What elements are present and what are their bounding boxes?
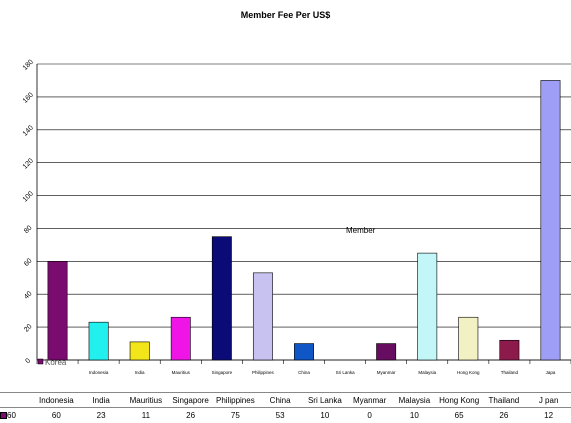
y-tick-label: 140 <box>22 124 35 137</box>
y-tick-label: 0 <box>24 357 32 365</box>
table-legend-swatch <box>0 411 7 419</box>
y-tick-label: 40 <box>23 290 34 301</box>
table-header-cell: India <box>78 392 124 408</box>
x-tick-label: Thailand <box>501 370 519 375</box>
table-value-cell: 26 <box>168 407 213 422</box>
table-header-cell: Thailand <box>481 392 527 408</box>
bar-hong-kong <box>458 316 479 361</box>
table-header-cell: Singapore <box>168 392 213 408</box>
bar-thailand <box>499 339 520 361</box>
table-value-cell: 0 <box>347 407 392 422</box>
bar-myanmar <box>376 343 397 361</box>
table-header-cell: Malaysia <box>392 392 437 408</box>
table-header-row: Indonesia India Mauritius Singapore Philippi… <box>0 392 571 408</box>
table-corner-cell <box>0 392 34 408</box>
x-tick-label: Indonesia <box>89 370 109 375</box>
chart-title: Member Fee Per US$ <box>240 10 331 20</box>
y-tick-label: 120 <box>22 157 35 170</box>
legend-label: Korea <box>45 358 67 367</box>
x-tick-label: Sri Lanka <box>336 370 356 375</box>
table-header-cell: J pan <box>526 392 571 408</box>
table-value-cell: 11 <box>123 407 169 422</box>
bar-malaysia <box>417 252 438 361</box>
x-tick-label: India <box>135 370 145 375</box>
y-tick-label: 80 <box>23 224 34 235</box>
y-tick-labels: 0 20 40 60 80 100 120 140 160 180 <box>22 59 35 366</box>
table-value-cell: 26 <box>481 407 527 422</box>
table-value-row: 60 60 23 11 26 75 53 10 0 10 65 26 12 <box>0 407 571 422</box>
table-header-cell: Hong Kong <box>436 392 482 408</box>
data-table: Indonesia India Mauritius Singapore Philippi… <box>0 392 571 423</box>
table-value-cell: 60 <box>34 407 79 422</box>
bar-japan <box>540 80 561 361</box>
table-value-cell: 53 <box>257 407 303 422</box>
x-tick-label: Hong Kong <box>457 370 480 375</box>
series-label: Member <box>346 226 376 235</box>
table-value-cell: 65 <box>436 407 482 422</box>
table-value-cell: 10 <box>302 407 348 422</box>
x-tick-label: Philippines <box>252 370 275 375</box>
table-header-cell: Indonesia <box>34 392 79 408</box>
axes <box>36 64 571 364</box>
x-tick-labels: Indonesia India Mauritius Singapore Philippi… <box>89 370 556 375</box>
table-header-cell: Mauritius <box>123 392 169 408</box>
table-header-cell: China <box>257 392 303 408</box>
x-tick-label: China <box>298 370 310 375</box>
bars <box>47 80 561 361</box>
y-tick-label: 100 <box>22 190 35 203</box>
table-header-cell: Philippines <box>213 392 258 408</box>
x-tick-label: Myanmar <box>377 370 396 375</box>
x-tick-label: Singapore <box>212 370 233 375</box>
gridlines <box>37 63 571 361</box>
bar-india <box>129 341 150 361</box>
bar-indonesia <box>88 321 109 361</box>
table-value-cell: 10 <box>392 407 437 422</box>
legend-swatch <box>37 358 44 365</box>
x-tick-label: Japa <box>546 370 556 375</box>
table-header-cell: Myanmar <box>347 392 392 408</box>
bar-mauritius <box>170 316 191 361</box>
table-header-cell: Sri Lanka <box>302 392 348 408</box>
bar-singapore <box>211 236 232 361</box>
bar-china <box>294 343 314 361</box>
bar-korea <box>47 261 68 361</box>
y-tick-label: 160 <box>22 92 35 105</box>
y-tick-label: 60 <box>23 257 34 268</box>
x-tick-label: Mauritius <box>172 370 191 375</box>
table-row-label-text: 60 <box>7 410 16 420</box>
table-value-cell: 12 <box>526 407 571 422</box>
chart-area: 0 20 40 60 80 100 120 140 160 180 Indonesia India M… <box>22 59 571 375</box>
y-tick-label: 20 <box>23 323 34 334</box>
table-value-cell: 75 <box>213 407 258 422</box>
table-row-label: 60 <box>0 407 34 422</box>
y-tick-label: 180 <box>22 59 35 72</box>
bar-philippines <box>252 272 273 361</box>
x-tick-label: Malaysia <box>418 370 436 375</box>
table-value-cell: 23 <box>78 407 124 422</box>
